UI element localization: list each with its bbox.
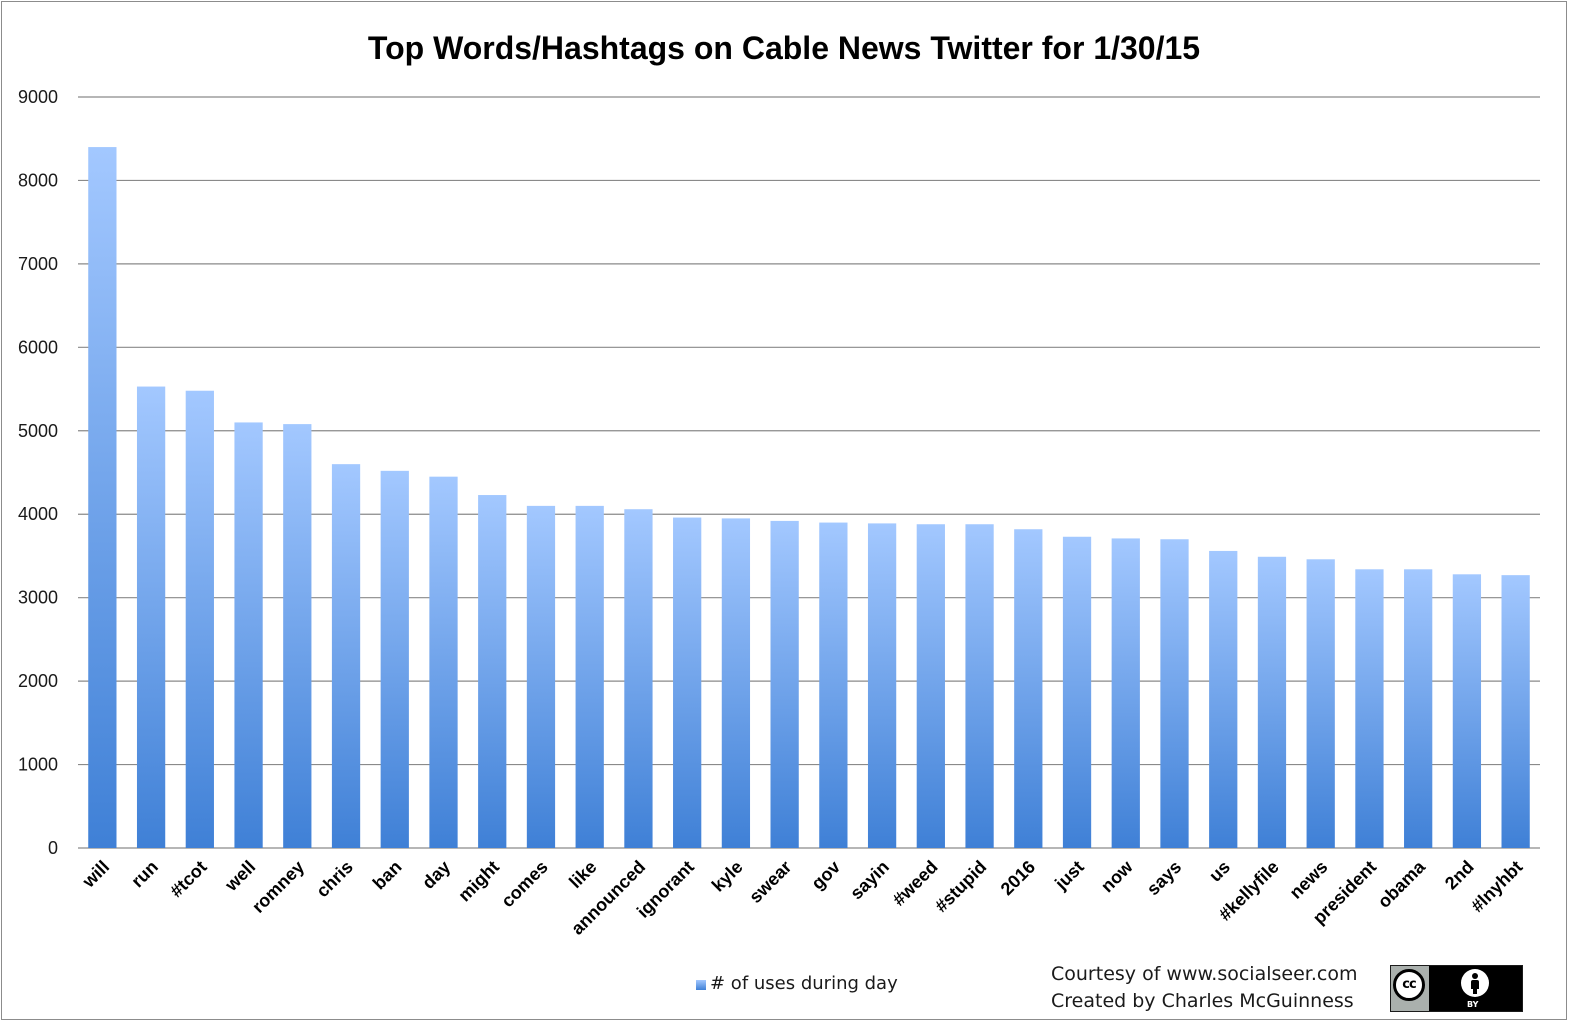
x-tick-label: says xyxy=(1143,857,1185,899)
bar-obama xyxy=(1404,569,1433,848)
y-tick-label: 7000 xyxy=(18,254,58,274)
y-tick-label: 0 xyxy=(48,838,58,858)
legend-label: # of uses during day xyxy=(710,973,898,994)
y-tick-label: 9000 xyxy=(18,87,58,107)
created-by-text: Created by Charles McGuinness xyxy=(1051,990,1354,1012)
x-tick-label: comes xyxy=(497,857,551,911)
bar-us xyxy=(1209,550,1238,848)
y-tick-label: 6000 xyxy=(18,337,58,357)
bar-swear xyxy=(770,520,799,848)
legend-swatch xyxy=(696,980,706,990)
x-tick-label: #lnyhbt xyxy=(1467,857,1526,916)
bar-ban xyxy=(380,470,409,848)
bar-well xyxy=(234,422,263,848)
x-tick-label: us xyxy=(1205,857,1234,886)
bar-announced xyxy=(624,509,653,848)
x-tick-label: might xyxy=(454,857,503,906)
bar-day xyxy=(429,476,458,848)
bar-kellyfile xyxy=(1257,556,1287,848)
cc-icon: cc xyxy=(1393,969,1425,1001)
x-tick-label: like xyxy=(565,857,600,892)
bar-news xyxy=(1306,559,1335,848)
bar-ignorant xyxy=(673,517,702,848)
bar-lnyhbt xyxy=(1501,575,1530,848)
x-tick-label: swear xyxy=(745,857,795,907)
y-tick-label: 8000 xyxy=(18,170,58,190)
x-tick-label: romney xyxy=(248,857,308,917)
bar-says xyxy=(1160,539,1189,848)
x-tick-label: sayin xyxy=(846,857,893,904)
x-tick-label: obama xyxy=(1374,856,1430,912)
x-tick-label: #stupid xyxy=(931,857,990,916)
x-tick-label: run xyxy=(127,857,162,892)
x-tick-label: just xyxy=(1050,857,1087,894)
bar-like xyxy=(575,505,604,848)
bar-president xyxy=(1355,569,1384,848)
bar-comes xyxy=(526,505,556,848)
bar-tcot xyxy=(185,390,214,848)
y-tick-label: 5000 xyxy=(18,421,58,441)
gridlines xyxy=(78,96,1540,849)
bars xyxy=(88,147,1530,849)
x-tick-label: #tcot xyxy=(166,857,211,902)
x-tick-label: gov xyxy=(807,857,844,894)
x-tick-label: 2nd xyxy=(1441,857,1478,894)
bar-stupid xyxy=(965,524,994,848)
x-tick-label: ban xyxy=(369,857,406,894)
bar-will xyxy=(88,147,117,849)
bar-kyle xyxy=(721,518,751,848)
x-tick-label: now xyxy=(1097,856,1137,896)
attribution-person-icon xyxy=(1461,969,1489,997)
x-tick-label: day xyxy=(418,857,454,893)
bar-romney xyxy=(283,424,312,848)
cc-by-license-badge: cc BY xyxy=(1390,965,1523,1012)
y-tick-label: 1000 xyxy=(18,755,58,775)
bar-run xyxy=(136,386,166,848)
courtesy-text: Courtesy of www.socialseer.com xyxy=(1051,963,1358,985)
bar-2016 xyxy=(1014,529,1043,848)
x-tick-label: will xyxy=(78,857,113,892)
bar-sayin xyxy=(867,523,897,848)
y-axis-ticks: 0 1000 2000 3000 4000 5000 6000 7000 8000 9000 xyxy=(18,87,58,858)
x-tick-label: news xyxy=(1286,857,1332,903)
x-tick-label: chris xyxy=(312,857,357,902)
y-tick-label: 4000 xyxy=(18,504,58,524)
bar-chris xyxy=(331,464,361,848)
x-tick-label: 2016 xyxy=(997,857,1039,899)
credits: Courtesy of www.socialseer.com Created b… xyxy=(1051,961,1357,1015)
chart-title: Top Words/Hashtags on Cable News Twitter… xyxy=(368,30,1200,66)
y-tick-label: 3000 xyxy=(18,588,58,608)
bar-just xyxy=(1062,536,1092,848)
bar-now xyxy=(1111,538,1140,848)
by-label: BY xyxy=(1467,1000,1479,1009)
x-tick-label: well xyxy=(220,857,259,896)
bar-might xyxy=(478,495,507,848)
x-tick-label: kyle xyxy=(708,857,747,896)
y-tick-label: 2000 xyxy=(18,671,58,691)
bar-2nd xyxy=(1452,574,1482,848)
bar-weed xyxy=(916,524,945,848)
bar-gov xyxy=(819,522,848,848)
